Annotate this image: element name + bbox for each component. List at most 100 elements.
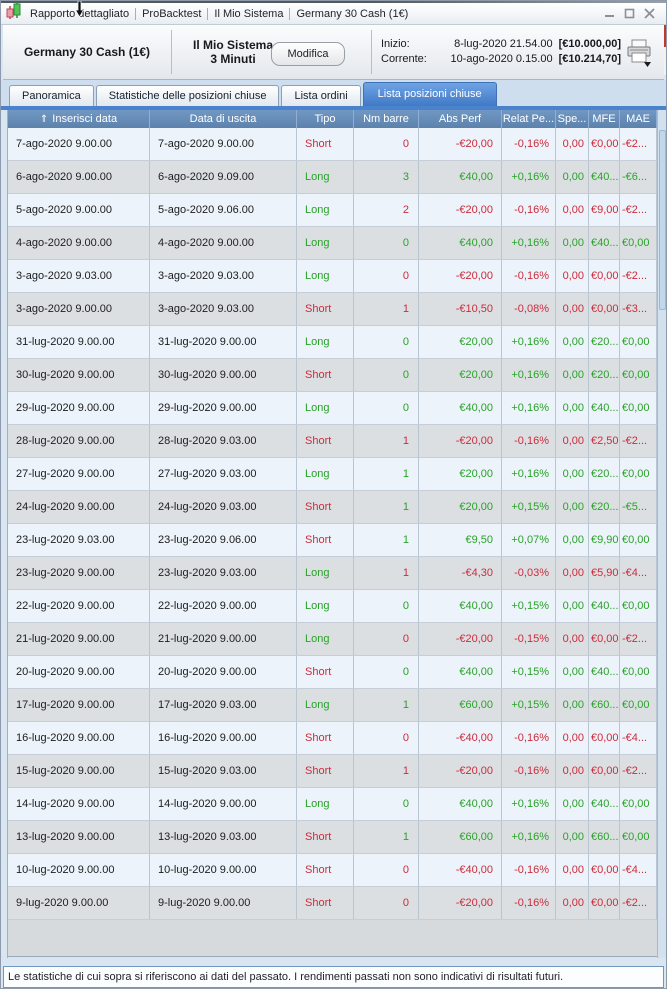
cell-entry-date: 9-lug-2020 9.00.00 bbox=[8, 887, 150, 919]
table-row[interactable]: 9-lug-2020 9.00.00 9-lug-2020 9.00.00 Shor… bbox=[8, 887, 657, 920]
close-icon[interactable] bbox=[643, 7, 656, 20]
window-title-system: Il Mio Sistema bbox=[214, 7, 284, 20]
table-row[interactable]: 30-lug-2020 9.00.00 30-lug-2020 9.00.00 Sh… bbox=[8, 359, 657, 392]
cell-exit-date: 3-ago-2020 9.03.00 bbox=[150, 293, 297, 325]
table-row[interactable]: 14-lug-2020 9.00.00 14-lug-2020 9.00.00 Lo… bbox=[8, 788, 657, 821]
cell-spread: 0,00 bbox=[556, 458, 589, 490]
column-header-relat-perf[interactable]: Relat Pe... bbox=[502, 110, 556, 128]
scrollbar-thumb[interactable] bbox=[659, 130, 666, 310]
cell-abs-perf: -€20,00 bbox=[419, 128, 502, 160]
column-header-type[interactable]: Tipo bbox=[297, 110, 354, 128]
cell-entry-date: 5-ago-2020 9.00.00 bbox=[8, 194, 150, 226]
table-row[interactable]: 24-lug-2020 9.00.00 24-lug-2020 9.03.00 Sh… bbox=[8, 491, 657, 524]
disclaimer-bar: Le statistiche di cui sopra si riferisco… bbox=[3, 966, 664, 988]
mouse-cursor-artifact bbox=[75, 1, 85, 18]
cell-entry-date: 31-lug-2020 9.00.00 bbox=[8, 326, 150, 358]
cell-mfe: €9,00 bbox=[589, 194, 620, 226]
disclaimer-text: Le statistiche di cui sopra si riferisco… bbox=[8, 971, 564, 983]
tab-lista-ordini[interactable]: Lista ordini bbox=[281, 85, 361, 106]
panel-divider bbox=[371, 30, 372, 74]
table-row[interactable]: 31-lug-2020 9.00.00 31-lug-2020 9.00.00 Lo… bbox=[8, 326, 657, 359]
tab-lista-posizioni-chiuse[interactable]: Lista posizioni chiuse bbox=[362, 82, 497, 106]
column-header-entry-date[interactable]: ⇑ Inserisci data bbox=[8, 110, 150, 128]
cell-abs-perf: €40,00 bbox=[419, 227, 502, 259]
vertical-scrollbar[interactable] bbox=[657, 110, 666, 958]
system-timeframe: 3 Minuti bbox=[210, 52, 256, 66]
cell-entry-date: 15-lug-2020 9.00.00 bbox=[8, 755, 150, 787]
cell-relat-perf: +0,15% bbox=[502, 689, 556, 721]
table-row[interactable]: 3-ago-2020 9.00.00 3-ago-2020 9.03.00 Shor… bbox=[8, 293, 657, 326]
table-row[interactable]: 23-lug-2020 9.03.00 23-lug-2020 9.06.00 Sh… bbox=[8, 524, 657, 557]
table-row[interactable]: 7-ago-2020 9.00.00 7-ago-2020 9.00.00 Shor… bbox=[8, 128, 657, 161]
table-row[interactable]: 5-ago-2020 9.00.00 5-ago-2020 9.06.00 Long… bbox=[8, 194, 657, 227]
table-row[interactable]: 28-lug-2020 9.00.00 28-lug-2020 9.03.00 Sh… bbox=[8, 425, 657, 458]
table-row[interactable]: 22-lug-2020 9.00.00 22-lug-2020 9.00.00 Lo… bbox=[8, 590, 657, 623]
system-section: Il Mio Sistema 3 Minuti Modifica bbox=[171, 25, 371, 79]
table-row[interactable]: 4-ago-2020 9.00.00 4-ago-2020 9.00.00 Long… bbox=[8, 227, 657, 260]
cell-entry-date: 6-ago-2020 9.00.00 bbox=[8, 161, 150, 193]
cell-num-bars: 1 bbox=[354, 689, 419, 721]
table-row[interactable]: 17-lug-2020 9.00.00 17-lug-2020 9.03.00 Lo… bbox=[8, 689, 657, 722]
cell-spread: 0,00 bbox=[556, 821, 589, 853]
cell-mae: -€5... bbox=[620, 491, 657, 523]
table-row[interactable]: 10-lug-2020 9.00.00 10-lug-2020 9.00.00 Sh… bbox=[8, 854, 657, 887]
panel-divider bbox=[171, 30, 172, 74]
cell-relat-perf: +0,15% bbox=[502, 590, 556, 622]
tab-statistiche-posizioni-chiuse[interactable]: Statistiche delle posizioni chiuse bbox=[95, 85, 280, 106]
cell-mae: -€2... bbox=[620, 194, 657, 226]
cell-exit-date: 16-lug-2020 9.00.00 bbox=[150, 722, 297, 754]
table-row[interactable]: 21-lug-2020 9.00.00 21-lug-2020 9.00.00 Lo… bbox=[8, 623, 657, 656]
cell-abs-perf: €60,00 bbox=[419, 821, 502, 853]
cell-mae: -€2... bbox=[620, 425, 657, 457]
cell-num-bars: 1 bbox=[354, 458, 419, 490]
cell-abs-perf: -€20,00 bbox=[419, 260, 502, 292]
cell-mae: €0,00 bbox=[620, 524, 657, 556]
column-header-num-bars[interactable]: Nm barre bbox=[354, 110, 419, 128]
cell-type: Short bbox=[297, 722, 354, 754]
cell-type: Long bbox=[297, 392, 354, 424]
cell-mfe: €40... bbox=[589, 392, 620, 424]
modify-button[interactable]: Modifica bbox=[271, 42, 345, 66]
cell-mae: -€2... bbox=[620, 887, 657, 919]
table-row[interactable]: 16-lug-2020 9.00.00 16-lug-2020 9.00.00 Sh… bbox=[8, 722, 657, 755]
cell-abs-perf: -€20,00 bbox=[419, 425, 502, 457]
table-row[interactable]: 23-lug-2020 9.00.00 23-lug-2020 9.03.00 Lo… bbox=[8, 557, 657, 590]
cell-entry-date: 23-lug-2020 9.03.00 bbox=[8, 524, 150, 556]
tab-panoramica[interactable]: Panoramica bbox=[9, 85, 94, 106]
cell-exit-date: 15-lug-2020 9.03.00 bbox=[150, 755, 297, 787]
cell-mae: -€4... bbox=[620, 722, 657, 754]
table-row[interactable]: 15-lug-2020 9.00.00 15-lug-2020 9.03.00 Sh… bbox=[8, 755, 657, 788]
cell-type: Long bbox=[297, 689, 354, 721]
table-row[interactable]: 3-ago-2020 9.03.00 3-ago-2020 9.03.00 Long… bbox=[8, 260, 657, 293]
maximize-icon[interactable] bbox=[623, 7, 636, 20]
cell-mfe: €20... bbox=[589, 326, 620, 358]
table-row[interactable]: 20-lug-2020 9.00.00 20-lug-2020 9.00.00 Sh… bbox=[8, 656, 657, 689]
column-header-abs-perf[interactable]: Abs Perf bbox=[419, 110, 502, 128]
column-header-spread[interactable]: Spe... bbox=[556, 110, 589, 128]
table-row[interactable]: 27-lug-2020 9.00.00 27-lug-2020 9.03.00 Lo… bbox=[8, 458, 657, 491]
cell-type: Short bbox=[297, 854, 354, 886]
cell-relat-perf: +0,07% bbox=[502, 524, 556, 556]
cell-mfe: €60... bbox=[589, 821, 620, 853]
table-row[interactable]: 29-lug-2020 9.00.00 29-lug-2020 9.00.00 Lo… bbox=[8, 392, 657, 425]
cell-mfe: €20... bbox=[589, 359, 620, 391]
cell-mfe: €40... bbox=[589, 788, 620, 820]
print-icon[interactable] bbox=[624, 38, 654, 73]
column-header-mae[interactable]: MAE bbox=[620, 110, 657, 128]
table-row[interactable]: 6-ago-2020 9.00.00 6-ago-2020 9.09.00 Long… bbox=[8, 161, 657, 194]
cell-mae: €0,00 bbox=[620, 821, 657, 853]
cell-spread: 0,00 bbox=[556, 656, 589, 688]
cell-type: Short bbox=[297, 887, 354, 919]
cell-relat-perf: -0,16% bbox=[502, 425, 556, 457]
minimize-icon[interactable] bbox=[603, 7, 616, 20]
column-header-mfe[interactable]: MFE bbox=[589, 110, 620, 128]
column-header-exit-date[interactable]: Data di uscita bbox=[150, 110, 297, 128]
active-tab-strip bbox=[1, 106, 666, 110]
cell-mfe: €5,90 bbox=[589, 557, 620, 589]
cell-type: Short bbox=[297, 821, 354, 853]
cell-mfe: €0,00 bbox=[589, 293, 620, 325]
title-bar[interactable]: Rapporto dettagliato ProBacktest Il Mio … bbox=[1, 2, 666, 25]
cell-num-bars: 0 bbox=[354, 590, 419, 622]
table-row[interactable]: 13-lug-2020 9.00.00 13-lug-2020 9.03.00 Sh… bbox=[8, 821, 657, 854]
cell-mfe: €0,00 bbox=[589, 755, 620, 787]
